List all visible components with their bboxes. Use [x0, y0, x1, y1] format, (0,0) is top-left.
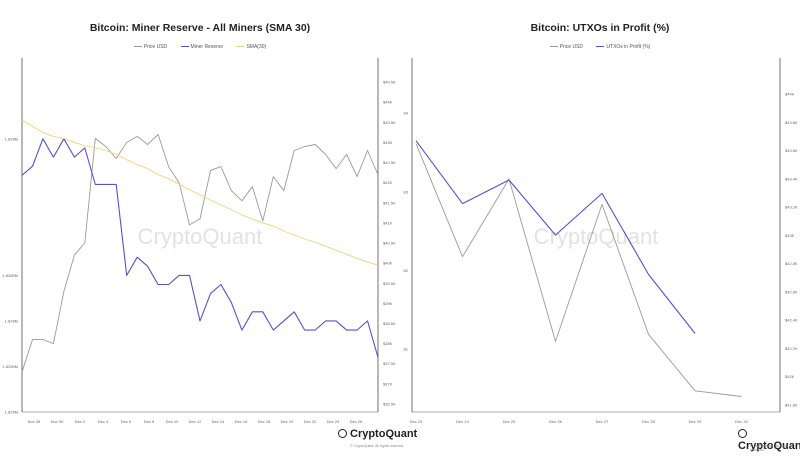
miner-reserve-chart-svg: CryptoQuant 1.828M 1.8265M 1.826M 1.8255M 1.8…	[2, 58, 396, 424]
series-line-miner-reserve	[21, 138, 379, 358]
x-tick-dec-8: Dec 8	[144, 419, 155, 424]
y-tick-right-44k: $44K	[383, 100, 393, 105]
cryptoquant-logo-icon	[738, 429, 747, 438]
x-tick-dec-16: Dec 16	[235, 419, 248, 424]
y-tick-right-36-5k: $36.5K	[383, 401, 396, 406]
chart-title-miner-reserve: Bitcoin: Miner Reserve - All Miners (SMA…	[89, 22, 311, 34]
legend-swatch-miner-reserve	[180, 45, 189, 48]
x-tick-dec-24: Dec 24	[327, 419, 340, 424]
y-tick-left-81: 81	[404, 347, 409, 352]
legend-item-price[interactable]: Price USD	[549, 44, 584, 50]
y-tick-right-40k: $40K	[383, 261, 393, 266]
legend-swatch-price	[549, 45, 558, 48]
series-line-utxos-in-profit	[415, 140, 696, 334]
watermark-text: CryptoQuant	[534, 224, 659, 249]
x-tick-dec-29: Dec 29	[689, 419, 702, 424]
y-tick-right-42-6k: $42.6K	[785, 289, 798, 294]
legend-swatch-price	[133, 45, 142, 48]
x-tick-dec-18: Dec 18	[258, 419, 271, 424]
logo-left: CryptoQuant	[338, 428, 417, 440]
legend-item-price[interactable]: Price USD	[133, 44, 168, 50]
y-tick-right-42k: $42K	[383, 180, 393, 185]
x-tick-dec-30: Dec 30	[735, 419, 748, 424]
y-tick-right-43k: $43K	[383, 140, 393, 145]
y-tick-left-1-8255m: 1.8255M	[2, 364, 18, 369]
x-tick-dec-10: Dec 10	[166, 419, 179, 424]
y-tick-right-43-4k: $43.4K	[785, 176, 798, 181]
x-tick-dec-20: Dec 20	[281, 419, 294, 424]
x-tick-dec-2: Dec 2	[75, 419, 86, 424]
y-tick-right-37k: $37K	[383, 381, 393, 386]
legend-swatch-utxo	[596, 45, 605, 48]
y-tick-right-44k: $44K	[785, 92, 795, 97]
y-tick-right-43k: $43K	[785, 233, 795, 238]
y-tick-right-42k: $42K	[785, 374, 795, 379]
cryptoquant-logo-icon	[338, 429, 347, 438]
series-line-sma-30	[21, 119, 379, 266]
y-tick-right-39k: $39K	[383, 301, 393, 306]
y-tick-left-1-826m: 1.826M	[5, 318, 18, 323]
y-tick-right-42-5k: $42.5K	[383, 160, 396, 165]
y-tick-left-82: 82	[404, 268, 409, 273]
y-tick-right-37-5k: $37.5K	[383, 361, 396, 366]
chart-title-utxo-profit: Bitcoin: UTXOs in Profit (%)	[530, 22, 670, 34]
y-tick-left-83: 83	[404, 189, 409, 194]
y-tick-right-41-5k: $41.5K	[383, 200, 396, 205]
x-tick-dec-4: Dec 4	[98, 419, 109, 424]
logo-text-right: CryptoQuant	[738, 440, 800, 452]
y-tick-right-42-8k: $42.8K	[785, 261, 798, 266]
rights-left: © CryptoQuant. All rights reserved.	[350, 444, 405, 448]
logo-right: CryptoQuant	[738, 428, 800, 452]
y-tick-left-1-8265m: 1.8265M	[2, 273, 18, 278]
y-tick-left-84: 84	[404, 111, 409, 116]
utxo-profit-chart-svg: CryptoQuant 84 83 82 81 $44K $43.8K $43.6K $43.4…	[404, 58, 798, 424]
miner-reserve-chart-panel: Bitcoin: Miner Reserve - All Miners (SMA…	[0, 22, 400, 424]
series-line-price-usd	[415, 143, 742, 397]
y-tick-left-1-828m: 1.828M	[5, 136, 18, 141]
y-tick-right-41-8k: $41.8K	[785, 402, 798, 407]
x-tick-nov-30: Nov 30	[51, 419, 64, 424]
y-tick-right-43-6k: $43.6K	[785, 148, 798, 153]
watermark-text: CryptoQuant	[138, 224, 263, 249]
y-tick-right-43-5k: $43.5K	[383, 120, 396, 125]
x-tick-dec-23: Dec 23	[410, 419, 423, 424]
y-tick-right-42-4k: $42.4K	[785, 318, 798, 323]
legend-miner-reserve: Price USD Miner Reserve SMA(30)	[0, 44, 400, 50]
legend-utxo-profit: Price USD UTXOs in Profit (%)	[400, 44, 800, 50]
x-tick-dec-6: Dec 6	[121, 419, 132, 424]
legend-label-sma: SMA(30)	[246, 44, 267, 50]
y-tick-right-44-5k: $44.5K	[383, 80, 396, 85]
logo-text-left: CryptoQuant	[350, 428, 418, 440]
legend-label-price: Price USD	[143, 44, 168, 50]
x-tick-dec-25: Dec 25	[503, 419, 516, 424]
x-tick-dec-22: Dec 22	[304, 419, 317, 424]
x-tick-dec-28: Dec 28	[642, 419, 655, 424]
legend-item-miner-reserve[interactable]: Miner Reserve	[180, 44, 224, 50]
rights-right: © CryptoQuant. All rights reserved.	[750, 444, 789, 452]
y-tick-right-38k: $38K	[383, 341, 393, 346]
y-tick-right-38-5k: $38.5K	[383, 321, 396, 326]
y-tick-right-42-2k: $42.2K	[785, 346, 798, 351]
x-tick-dec-24: Dec 24	[456, 419, 469, 424]
series-line-price-usd	[21, 133, 379, 372]
y-tick-right-43-2k: $43.2K	[785, 205, 798, 210]
legend-swatch-sma	[236, 45, 245, 48]
legend-label-miner-reserve: Miner Reserve	[190, 44, 224, 50]
y-tick-right-41k: $41K	[383, 220, 393, 225]
x-tick-dec-14: Dec 14	[212, 419, 225, 424]
legend-label-utxo: UTXOs in Profit (%)	[606, 44, 651, 50]
x-tick-nov-28: Nov 28	[28, 419, 41, 424]
y-tick-right-43-8k: $43.8K	[785, 120, 798, 125]
legend-item-utxo[interactable]: UTXOs in Profit (%)	[596, 44, 650, 50]
x-tick-dec-26: Dec 26	[350, 419, 363, 424]
x-tick-dec-12: Dec 12	[189, 419, 202, 424]
utxo-profit-chart-panel: Bitcoin: UTXOs in Profit (%) Price USD U…	[400, 0, 800, 460]
x-tick-dec-26: Dec 26	[549, 419, 562, 424]
legend-item-sma[interactable]: SMA(30)	[236, 44, 266, 50]
y-tick-right-40-5k: $40.5K	[383, 241, 396, 246]
legend-label-price: Price USD	[559, 44, 584, 50]
y-tick-left-1-825m: 1.825M	[5, 410, 18, 415]
y-tick-right-39-5k: $39.5K	[383, 281, 396, 286]
x-tick-dec-27: Dec 27	[596, 419, 609, 424]
